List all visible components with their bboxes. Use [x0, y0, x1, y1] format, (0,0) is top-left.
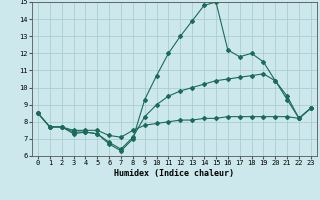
X-axis label: Humidex (Indice chaleur): Humidex (Indice chaleur): [115, 169, 234, 178]
